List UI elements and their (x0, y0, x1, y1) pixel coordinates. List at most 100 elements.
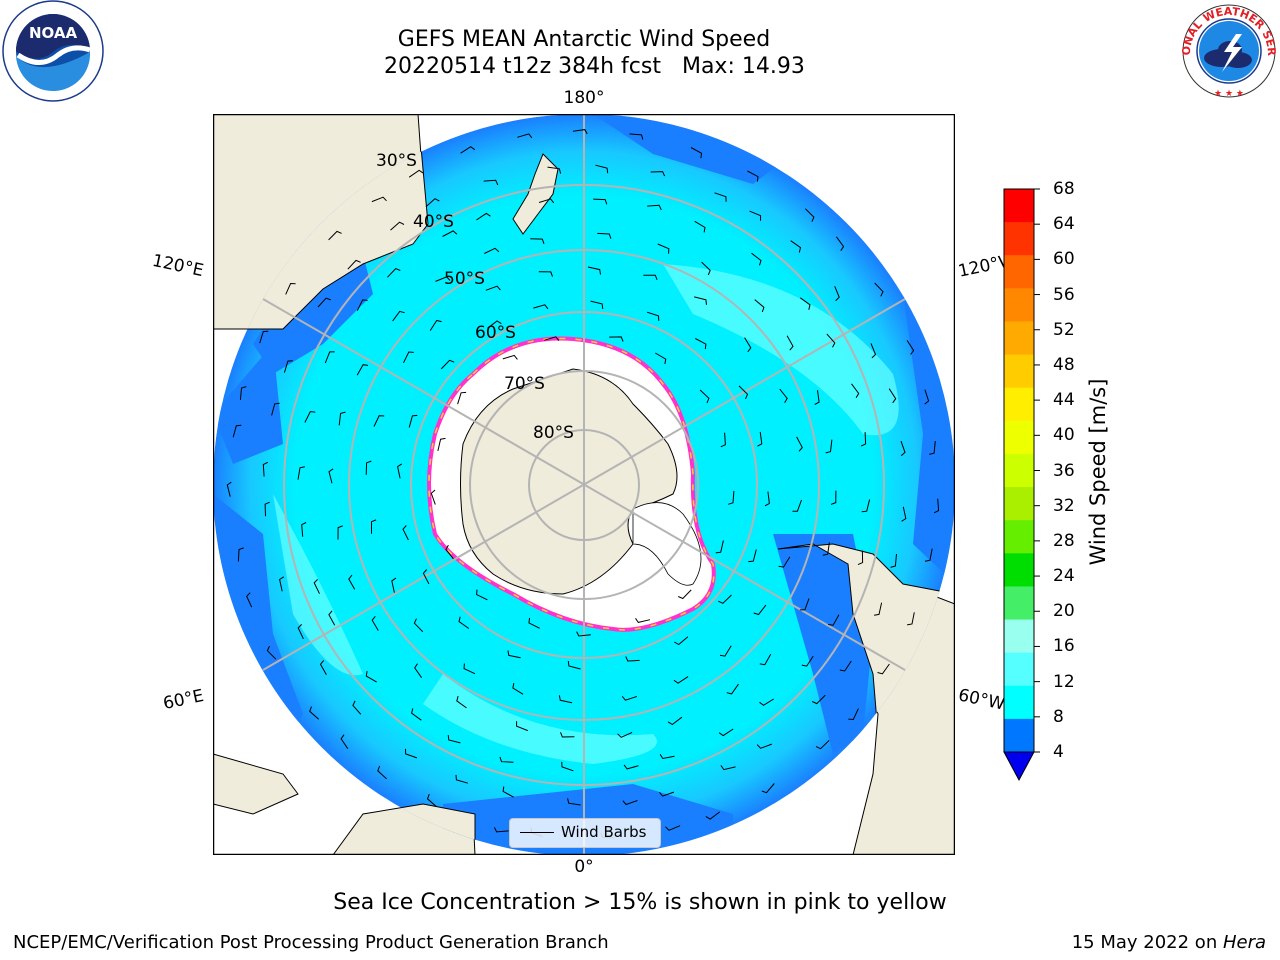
lat-label-30s: 30°S (376, 151, 417, 171)
wind-barb (673, 676, 689, 684)
colorbar-cell (1004, 321, 1034, 356)
legend-line-swatch (520, 832, 554, 833)
colorbar (1000, 186, 1040, 786)
wind-barb (271, 402, 280, 416)
colorbar-cell (1004, 553, 1034, 587)
wind-barb (512, 683, 524, 695)
lat-label-50s: 50°S (444, 269, 485, 289)
wind-barb (674, 636, 689, 646)
colorbar-tick-label: 16 (1053, 636, 1075, 657)
wind-barb (779, 388, 788, 403)
wind-barb (572, 129, 588, 135)
wind-barb (715, 540, 724, 554)
colorbar-tick-label: 68 (1053, 179, 1075, 199)
wind-barb (239, 386, 247, 400)
wind-barb (888, 388, 897, 404)
wind-barb (749, 210, 762, 221)
wind-barb (340, 734, 349, 749)
colorbar-tick-label: 32 (1053, 495, 1075, 516)
wind-barb (440, 359, 455, 370)
wind-barb (279, 576, 285, 592)
wind-barb (337, 525, 343, 540)
wind-barb (800, 297, 811, 310)
wind-barb (507, 650, 521, 659)
wind-barb (402, 525, 409, 541)
wind-barb (413, 618, 424, 633)
wind-barb (544, 336, 560, 342)
wind-barb (304, 411, 316, 423)
wind-barb (699, 389, 710, 404)
colorbar-cell (1004, 619, 1034, 654)
wind-barb (352, 700, 362, 715)
wind-barb (528, 617, 540, 629)
map-panel[interactable] (212, 113, 956, 856)
colorbar-cell (1004, 255, 1034, 289)
wind-barb (753, 604, 767, 616)
legend-label: Wind Barbs (561, 823, 647, 841)
wind-barb (485, 285, 501, 291)
wind-barb (851, 383, 860, 398)
wind-barb-legend: Wind Barbs (509, 818, 661, 848)
wind-barb (408, 169, 424, 178)
colorbar-cell (1004, 288, 1034, 322)
wind-barb (786, 335, 794, 351)
wind-barb (759, 654, 772, 666)
wind-barb (538, 198, 555, 204)
wind-barb (460, 146, 476, 154)
wind-barb (319, 660, 327, 676)
wind-barb (646, 311, 660, 321)
colorbar-tick-label: 64 (1053, 214, 1075, 235)
wind-barb (901, 506, 907, 522)
wind-barb (411, 708, 422, 721)
wind-barb (285, 282, 296, 295)
footer-date: 15 May 2022 on Hera (1072, 932, 1266, 953)
wind-barb (237, 547, 244, 562)
wind-barb (609, 336, 624, 342)
wind-barb (457, 391, 467, 405)
lat-label-80s: 80°S (533, 423, 574, 443)
wind-barb (890, 553, 897, 568)
wind-barb (437, 437, 446, 452)
wind-barb (262, 461, 269, 477)
wind-barb (719, 645, 732, 657)
wind-barb (283, 360, 293, 373)
wind-barb (929, 441, 936, 455)
wind-barb (487, 320, 502, 329)
wind-barb (705, 811, 720, 820)
wind-barb (874, 282, 884, 297)
wind-barb (426, 793, 437, 808)
footer-credit: NCEP/EMC/Verification Post Processing Pr… (13, 932, 609, 953)
wind-barb (861, 499, 871, 513)
wind-barb (313, 578, 320, 594)
wind-barb (617, 731, 633, 738)
lat-label-40s: 40°S (413, 212, 454, 232)
wind-barb (476, 589, 488, 601)
colorbar-cell (1004, 354, 1034, 389)
wind-barb (445, 544, 454, 560)
wind-barb (834, 286, 840, 302)
wind-barb (264, 501, 270, 517)
wind-barb (435, 276, 451, 282)
wind-barb (839, 660, 852, 672)
wind-barb (373, 415, 385, 427)
colorbar-tick-label: 52 (1053, 319, 1075, 340)
wind-barb (405, 748, 418, 759)
wind-barb (595, 164, 609, 174)
colorbar-cell (1004, 189, 1034, 223)
colorbar-tick-label: 20 (1053, 601, 1075, 622)
wind-barb (790, 240, 802, 253)
wind-barb (392, 310, 405, 322)
wind-barb (408, 414, 418, 428)
wind-barb (835, 236, 845, 251)
lon-label-60w: 60°W (956, 685, 1007, 715)
wind-barb (726, 683, 739, 695)
wind-barb (567, 798, 581, 806)
wind-barb (530, 238, 545, 244)
wind-barb (414, 663, 423, 678)
svg-text:NOAA: NOAA (29, 24, 78, 42)
colorbar-tick-label: 56 (1053, 284, 1075, 305)
colorbar-tick-label: 8 (1053, 706, 1064, 727)
wind-barb (720, 432, 726, 448)
wind-barb (297, 466, 305, 480)
colorbar-cell (1004, 387, 1034, 422)
